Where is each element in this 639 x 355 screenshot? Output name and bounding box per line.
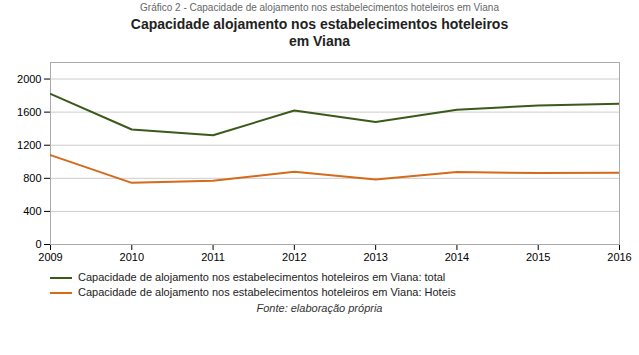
svg-text:2015: 2015: [526, 251, 550, 263]
svg-text:800: 800: [23, 172, 41, 184]
svg-text:2010: 2010: [120, 251, 144, 263]
svg-text:2012: 2012: [282, 251, 306, 263]
html-text:Capacidade de alojamento nos e: Capacidade de alojamento nos estabelecim…: [78, 286, 456, 298]
svg-text:2009: 2009: [38, 251, 62, 263]
svg-text:2013: 2013: [363, 251, 387, 263]
html-text:Fonte: elaboração própria: Fonte: elaboração própria: [256, 302, 383, 314]
html-text:Capacidade de alojamento nos e: Capacidade de alojamento nos estabelecim…: [78, 271, 446, 283]
svg-text:2014: 2014: [445, 251, 469, 263]
svg-text:1600: 1600: [17, 106, 41, 118]
svg-text:1200: 1200: [17, 139, 41, 151]
svg-text:2016: 2016: [607, 251, 631, 263]
svg-text:2000: 2000: [17, 73, 41, 85]
svg-text:2011: 2011: [201, 251, 225, 263]
html-text:Capacidade alojamento nos esta: Capacidade alojamento nos estabeleciment…: [130, 16, 509, 49]
html-text:Gráfico 2 - Capacidade de aloj: Gráfico 2 - Capacidade de alojamento nos…: [140, 2, 499, 13]
svg-text:400: 400: [23, 205, 41, 217]
svg-text:0: 0: [35, 238, 41, 250]
